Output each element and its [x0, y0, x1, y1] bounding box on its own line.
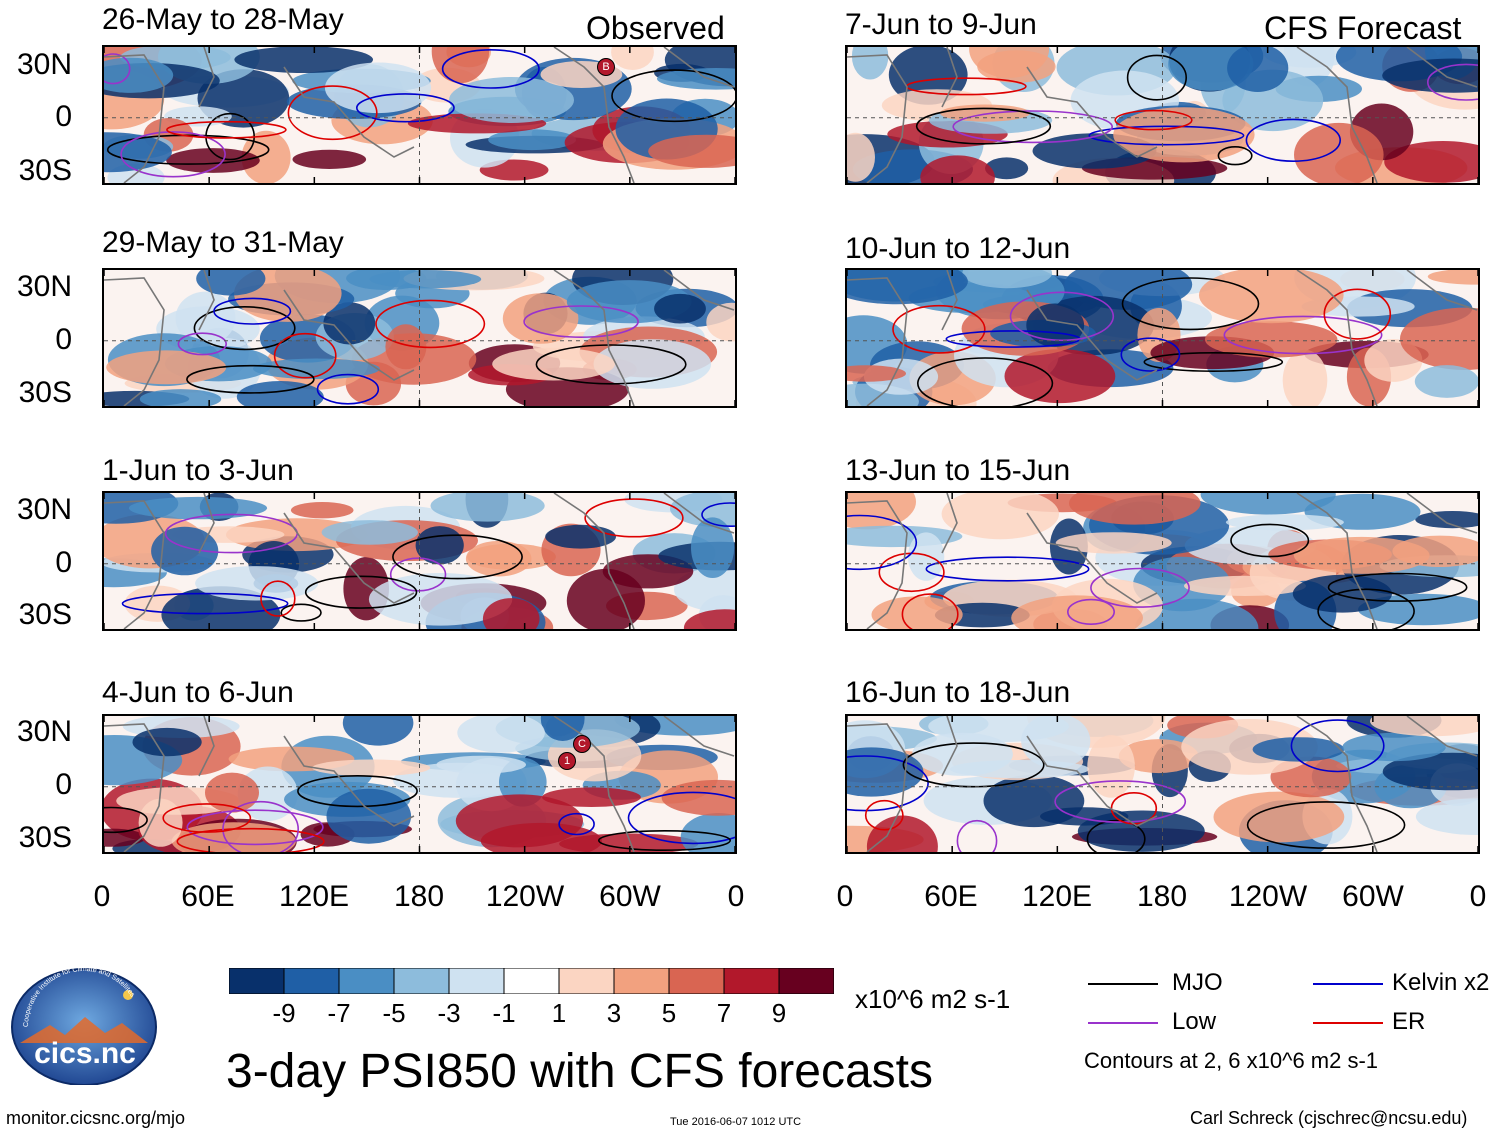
panel-title-left-2: 29-May to 31-May [102, 226, 344, 259]
cics-logo-graphic: Cooperative Institute for Climate and Sa… [11, 966, 157, 1086]
colorbar-tick-label: 5 [661, 998, 677, 1028]
psi-field-map [847, 270, 1478, 406]
ylabel-row4-30n: 30N [16, 715, 72, 748]
ylabel-row2-0: 0 [55, 323, 72, 356]
colorbar-tick-label: -3 [437, 998, 461, 1028]
storm-marker-b: B [597, 58, 615, 76]
map-panel-right-4 [845, 714, 1480, 854]
colorbar-swatch [448, 968, 505, 994]
legend-mjo-label: MJO [1172, 969, 1223, 996]
cics-logo: Cooperative Institute for Climate and Sa… [10, 965, 158, 1086]
colorbar-swatch [393, 968, 450, 994]
colorbar-swatch [503, 968, 560, 994]
xlabel-left-180: 180 [393, 880, 445, 913]
legend-low-line [1088, 1022, 1158, 1024]
colorbar-swatch [668, 968, 725, 994]
map-panel-right-3 [845, 491, 1480, 631]
main-title: 3-day PSI850 with CFS forecasts [226, 1045, 933, 1098]
xlabel-left-0-end: 0 [727, 880, 745, 913]
colorbar-tick-label: 3 [606, 998, 622, 1028]
map-panel-right-2 [845, 268, 1480, 408]
panel-title-right-3: 13-Jun to 15-Jun [845, 454, 1071, 487]
psi-field-map [847, 493, 1478, 629]
legend-kelvin-line [1313, 983, 1383, 985]
xlabel-left-120w: 120W [485, 880, 565, 913]
map-panel-left-3 [102, 491, 737, 631]
colorbar-tick-label: 7 [716, 998, 732, 1028]
panel-title-left-1: 26-May to 28-May [102, 3, 344, 36]
xlabel-right-180: 180 [1136, 880, 1188, 913]
ylabel-row1-30n: 30N [16, 48, 72, 81]
colorbar-tick-label: -9 [272, 998, 296, 1028]
xlabel-left-120e: 120E [278, 880, 350, 913]
footer-timestamp: Tue 2016-06-07 1012 UTC [670, 1116, 802, 1128]
ylabel-row3-0: 0 [55, 546, 72, 579]
xlabel-right-0-end: 0 [1469, 880, 1487, 913]
legend-contour-note: Contours at 2, 6 x10^6 m2 s-1 [1084, 1048, 1379, 1073]
xlabel-left-0: 0 [93, 880, 111, 913]
xlabel-right-120e: 120E [1021, 880, 1093, 913]
colorbar-swatch [613, 968, 670, 994]
colorbar-tick-label: 9 [771, 998, 787, 1028]
ylabel-row3-30s: 30S [18, 598, 72, 631]
panel-title-left-4: 4-Jun to 6-Jun [102, 676, 294, 709]
colorbar-tick-label: -5 [382, 998, 406, 1028]
panel-title-right-2: 10-Jun to 12-Jun [845, 232, 1071, 265]
ylabel-row1-30s: 30S [18, 154, 72, 187]
forecast-label: CFS Forecast [1264, 10, 1462, 46]
footer-author: Carl Schreck (cjschrec@ncsu.edu) [1190, 1108, 1468, 1128]
legend-mjo-line [1088, 983, 1158, 985]
ylabel-row3-30n: 30N [16, 493, 72, 526]
xlabel-right-0: 0 [836, 880, 854, 913]
psi-field-map [104, 47, 735, 183]
psi-field-map [104, 270, 735, 406]
colorbar-swatch [338, 968, 395, 994]
footer-url[interactable]: monitor.cicsnc.org/mjo [6, 1108, 186, 1128]
colorbar-swatch [558, 968, 615, 994]
colorbar [229, 968, 834, 994]
legend-er-label: ER [1392, 1008, 1426, 1035]
psi-field-map [847, 716, 1478, 852]
map-panel-left-1 [102, 45, 737, 185]
xlabel-right-60e: 60E [924, 880, 978, 913]
colorbar-tick-label: 1 [551, 998, 567, 1028]
psi-field-map [104, 716, 735, 852]
ylabel-row4-0: 0 [55, 768, 72, 801]
colorbar-swatch [283, 968, 340, 994]
xlabel-left-60w: 60W [599, 880, 661, 913]
storm-marker-c: C [573, 735, 591, 753]
observed-label: Observed [586, 10, 725, 46]
ylabel-row2-30s: 30S [18, 376, 72, 409]
colorbar-swatch [723, 968, 780, 994]
psi-field-map [847, 47, 1478, 183]
ylabel-row1-0: 0 [55, 100, 72, 133]
panel-title-left-3: 1-Jun to 3-Jun [102, 454, 294, 487]
xlabel-right-120w: 120W [1228, 880, 1308, 913]
colorbar-tick-label: -7 [327, 998, 351, 1028]
xlabel-left-60e: 60E [181, 880, 235, 913]
storm-marker-1: 1 [558, 752, 576, 770]
xlabel-right-60w: 60W [1342, 880, 1404, 913]
logo-name: cics.nc [34, 1037, 136, 1070]
map-panel-left-4 [102, 714, 737, 854]
map-panel-right-1 [845, 45, 1480, 185]
colorbar-swatch [229, 968, 285, 994]
ylabel-row2-30n: 30N [16, 270, 72, 303]
panel-title-right-1: 7-Jun to 9-Jun [845, 8, 1037, 41]
panel-title-right-4: 16-Jun to 18-Jun [845, 676, 1071, 709]
colorbar-units: x10^6 m2 s-1 [855, 984, 1011, 1014]
psi-field-map [104, 493, 735, 629]
legend-kelvin-label: Kelvin x2 [1392, 969, 1490, 996]
colorbar-tick-label: -1 [492, 998, 516, 1028]
legend-er-line [1313, 1022, 1383, 1024]
ylabel-row4-30s: 30S [18, 821, 72, 854]
map-panel-left-2 [102, 268, 737, 408]
legend-low-label: Low [1172, 1008, 1217, 1035]
colorbar-swatch [778, 968, 834, 994]
